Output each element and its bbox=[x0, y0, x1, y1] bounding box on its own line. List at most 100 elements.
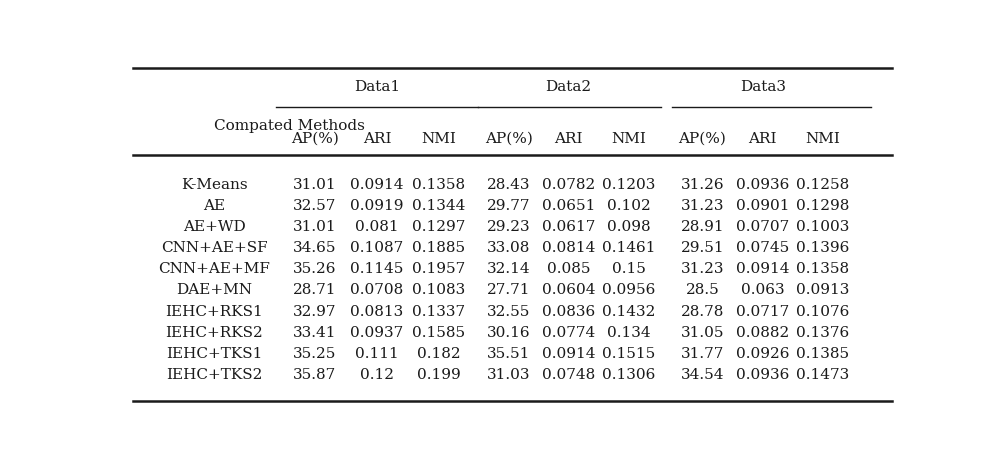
Text: ARI: ARI bbox=[363, 132, 391, 146]
Text: 0.0604: 0.0604 bbox=[542, 284, 595, 297]
Text: 0.102: 0.102 bbox=[607, 199, 651, 213]
Text: CNN+AE+SF: CNN+AE+SF bbox=[161, 241, 267, 255]
Text: 0.0782: 0.0782 bbox=[542, 178, 595, 192]
Text: 31.03: 31.03 bbox=[487, 368, 530, 382]
Text: 32.14: 32.14 bbox=[487, 262, 530, 276]
Text: 35.87: 35.87 bbox=[293, 368, 336, 382]
Text: 0.1957: 0.1957 bbox=[412, 262, 466, 276]
Text: 0.063: 0.063 bbox=[741, 284, 785, 297]
Text: AE: AE bbox=[203, 199, 225, 213]
Text: 0.0707: 0.0707 bbox=[736, 220, 789, 234]
Text: 0.1344: 0.1344 bbox=[412, 199, 466, 213]
Text: 35.26: 35.26 bbox=[293, 262, 337, 276]
Text: 34.54: 34.54 bbox=[681, 368, 724, 382]
Text: NMI: NMI bbox=[421, 132, 456, 146]
Text: 31.26: 31.26 bbox=[681, 178, 724, 192]
Text: 0.0936: 0.0936 bbox=[736, 368, 790, 382]
Text: 28.43: 28.43 bbox=[487, 178, 530, 192]
Text: 0.1337: 0.1337 bbox=[412, 305, 465, 319]
Text: 0.1297: 0.1297 bbox=[412, 220, 466, 234]
Text: 27.71: 27.71 bbox=[487, 284, 530, 297]
Text: 30.16: 30.16 bbox=[487, 325, 530, 340]
Text: 0.0651: 0.0651 bbox=[542, 199, 595, 213]
Text: 0.1385: 0.1385 bbox=[796, 347, 849, 361]
Text: 32.55: 32.55 bbox=[487, 305, 530, 319]
Text: 0.111: 0.111 bbox=[355, 347, 399, 361]
Text: 0.1203: 0.1203 bbox=[602, 178, 655, 192]
Text: IEHC+TKS1: IEHC+TKS1 bbox=[166, 347, 262, 361]
Text: 32.57: 32.57 bbox=[293, 199, 337, 213]
Text: NMI: NMI bbox=[611, 132, 646, 146]
Text: 0.1083: 0.1083 bbox=[412, 284, 466, 297]
Text: 35.25: 35.25 bbox=[293, 347, 337, 361]
Text: 0.0813: 0.0813 bbox=[350, 305, 404, 319]
Text: 33.41: 33.41 bbox=[293, 325, 337, 340]
Text: 0.1461: 0.1461 bbox=[602, 241, 656, 255]
Text: 31.01: 31.01 bbox=[293, 178, 337, 192]
Text: 31.77: 31.77 bbox=[681, 347, 724, 361]
Text: Data2: Data2 bbox=[545, 80, 591, 94]
Text: K-Means: K-Means bbox=[181, 178, 247, 192]
Text: 31.01: 31.01 bbox=[293, 220, 337, 234]
Text: 28.91: 28.91 bbox=[681, 220, 724, 234]
Text: 0.0913: 0.0913 bbox=[796, 284, 849, 297]
Text: AP(%): AP(%) bbox=[678, 132, 726, 146]
Text: 29.77: 29.77 bbox=[487, 199, 530, 213]
Text: 34.65: 34.65 bbox=[293, 241, 337, 255]
Text: 32.97: 32.97 bbox=[293, 305, 337, 319]
Text: 29.51: 29.51 bbox=[681, 241, 724, 255]
Text: IEHC+RKS1: IEHC+RKS1 bbox=[165, 305, 263, 319]
Text: AP(%): AP(%) bbox=[291, 132, 339, 146]
Text: 0.1396: 0.1396 bbox=[796, 241, 849, 255]
Text: 0.199: 0.199 bbox=[417, 368, 461, 382]
Text: 0.12: 0.12 bbox=[360, 368, 394, 382]
Text: Compated Methods: Compated Methods bbox=[214, 119, 365, 133]
Text: 0.1473: 0.1473 bbox=[796, 368, 849, 382]
Text: 0.1358: 0.1358 bbox=[796, 262, 849, 276]
Text: 0.1515: 0.1515 bbox=[602, 347, 655, 361]
Text: 28.5: 28.5 bbox=[686, 284, 719, 297]
Text: 0.0836: 0.0836 bbox=[542, 305, 595, 319]
Text: 0.1258: 0.1258 bbox=[796, 178, 849, 192]
Text: 31.05: 31.05 bbox=[681, 325, 724, 340]
Text: Data3: Data3 bbox=[740, 80, 786, 94]
Text: 0.081: 0.081 bbox=[355, 220, 399, 234]
Text: 0.0914: 0.0914 bbox=[350, 178, 404, 192]
Text: AE+WD: AE+WD bbox=[183, 220, 246, 234]
Text: 0.0745: 0.0745 bbox=[736, 241, 789, 255]
Text: 0.0956: 0.0956 bbox=[602, 284, 655, 297]
Text: 0.0936: 0.0936 bbox=[736, 178, 790, 192]
Text: 0.1145: 0.1145 bbox=[350, 262, 404, 276]
Text: 0.1358: 0.1358 bbox=[412, 178, 465, 192]
Text: 0.0617: 0.0617 bbox=[542, 220, 595, 234]
Text: 0.0882: 0.0882 bbox=[736, 325, 789, 340]
Text: IEHC+RKS2: IEHC+RKS2 bbox=[165, 325, 263, 340]
Text: 0.0914: 0.0914 bbox=[542, 347, 595, 361]
Text: 0.1003: 0.1003 bbox=[796, 220, 849, 234]
Text: 28.78: 28.78 bbox=[681, 305, 724, 319]
Text: 0.182: 0.182 bbox=[417, 347, 461, 361]
Text: 0.1376: 0.1376 bbox=[796, 325, 849, 340]
Text: 0.0937: 0.0937 bbox=[350, 325, 404, 340]
Text: AP(%): AP(%) bbox=[485, 132, 533, 146]
Text: Data1: Data1 bbox=[354, 80, 400, 94]
Text: 31.23: 31.23 bbox=[681, 262, 724, 276]
Text: 0.098: 0.098 bbox=[607, 220, 651, 234]
Text: 0.0708: 0.0708 bbox=[350, 284, 404, 297]
Text: 0.1076: 0.1076 bbox=[796, 305, 849, 319]
Text: 28.71: 28.71 bbox=[293, 284, 337, 297]
Text: 0.0926: 0.0926 bbox=[736, 347, 790, 361]
Text: 29.23: 29.23 bbox=[487, 220, 530, 234]
Text: 0.0914: 0.0914 bbox=[736, 262, 790, 276]
Text: 0.0814: 0.0814 bbox=[542, 241, 595, 255]
Text: 0.15: 0.15 bbox=[612, 262, 646, 276]
Text: 0.134: 0.134 bbox=[607, 325, 651, 340]
Text: 0.0919: 0.0919 bbox=[350, 199, 404, 213]
Text: 0.1087: 0.1087 bbox=[350, 241, 404, 255]
Text: 0.1432: 0.1432 bbox=[602, 305, 655, 319]
Text: 0.1306: 0.1306 bbox=[602, 368, 655, 382]
Text: DAE+MN: DAE+MN bbox=[176, 284, 252, 297]
Text: 0.1585: 0.1585 bbox=[412, 325, 465, 340]
Text: 0.0748: 0.0748 bbox=[542, 368, 595, 382]
Text: 0.085: 0.085 bbox=[547, 262, 590, 276]
